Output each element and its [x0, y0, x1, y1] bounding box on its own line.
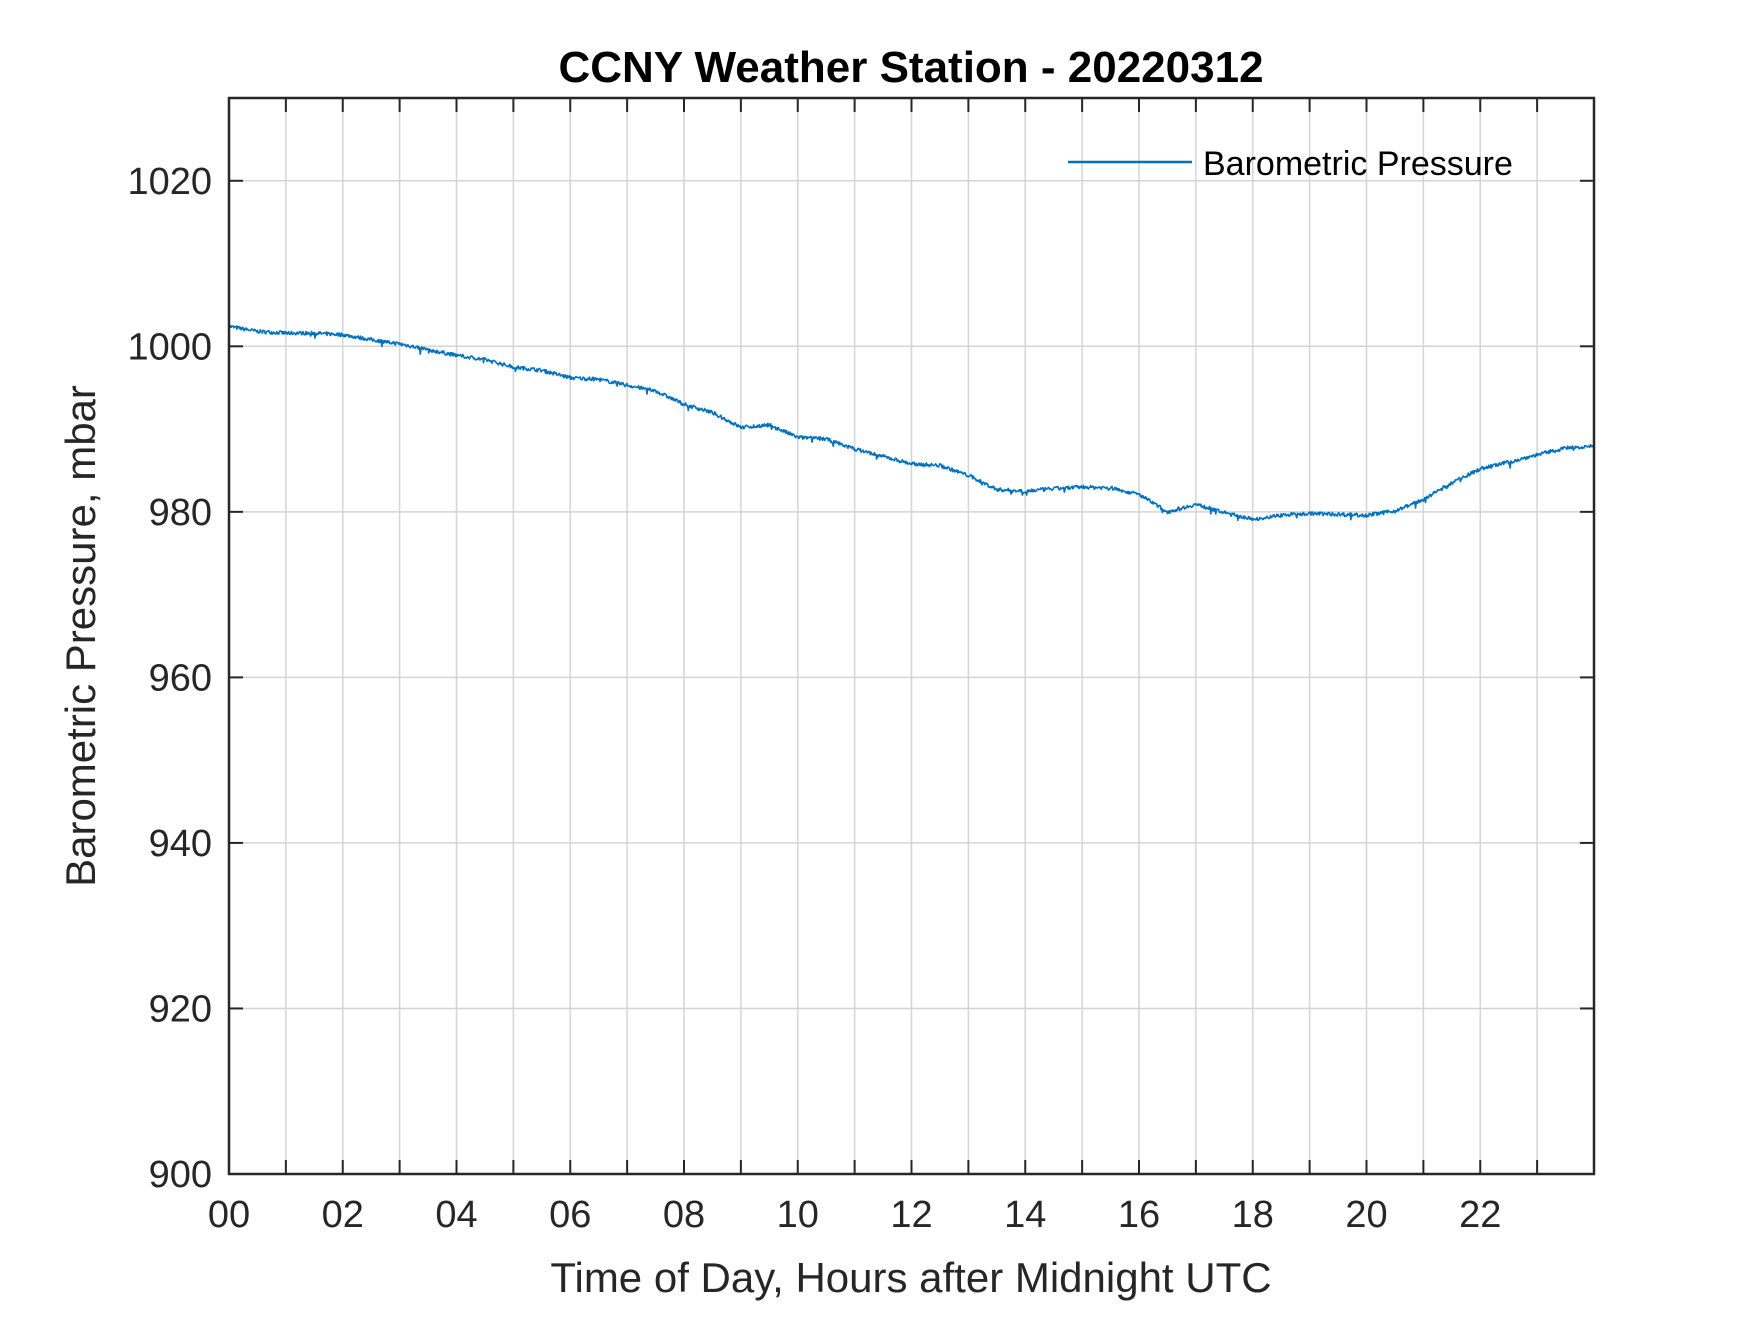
x-tick-label: 14	[1004, 1194, 1046, 1236]
y-tick-label: 920	[149, 988, 212, 1030]
x-tick-label: 08	[663, 1194, 705, 1236]
x-tick-label: 04	[435, 1194, 477, 1236]
tick-labels: 00 02 04 06 08 10 12 14 16 18 20 22 900 920 940 960 980 1…	[127, 161, 1501, 1236]
x-tick-label: 20	[1345, 1194, 1387, 1236]
x-tick-label: 06	[549, 1194, 591, 1236]
x-tick-label: 00	[208, 1194, 250, 1236]
grid	[229, 98, 1594, 1174]
legend: Barometric Pressure	[1068, 145, 1513, 183]
y-tick-label: 960	[149, 657, 212, 699]
x-axis-label: Time of Day, Hours after Midnight UTC	[550, 1254, 1271, 1301]
x-tick-label: 02	[322, 1194, 364, 1236]
y-tick-label: 940	[149, 823, 212, 865]
x-tick-label: 18	[1232, 1194, 1274, 1236]
y-axis-label: Barometric Pressure, mbar	[57, 385, 104, 887]
y-tick-label: 1020	[127, 161, 212, 203]
x-tick-label: 12	[890, 1194, 932, 1236]
y-tick-label: 980	[149, 492, 212, 534]
plot-frame	[227, 96, 1596, 1176]
chart-title: CCNY Weather Station - 20220312	[558, 43, 1263, 92]
plot-data	[228, 325, 1595, 522]
y-tick-label: 900	[149, 1154, 212, 1196]
x-tick-label: 16	[1118, 1194, 1160, 1236]
legend-entry-label: Barometric Pressure	[1203, 145, 1513, 183]
y-tick-label: 1000	[127, 326, 212, 368]
axes	[227, 96, 1596, 1176]
series-line-barometric-pressure	[228, 325, 1595, 522]
x-tick-label: 22	[1459, 1194, 1501, 1236]
x-tick-label: 10	[777, 1194, 819, 1236]
